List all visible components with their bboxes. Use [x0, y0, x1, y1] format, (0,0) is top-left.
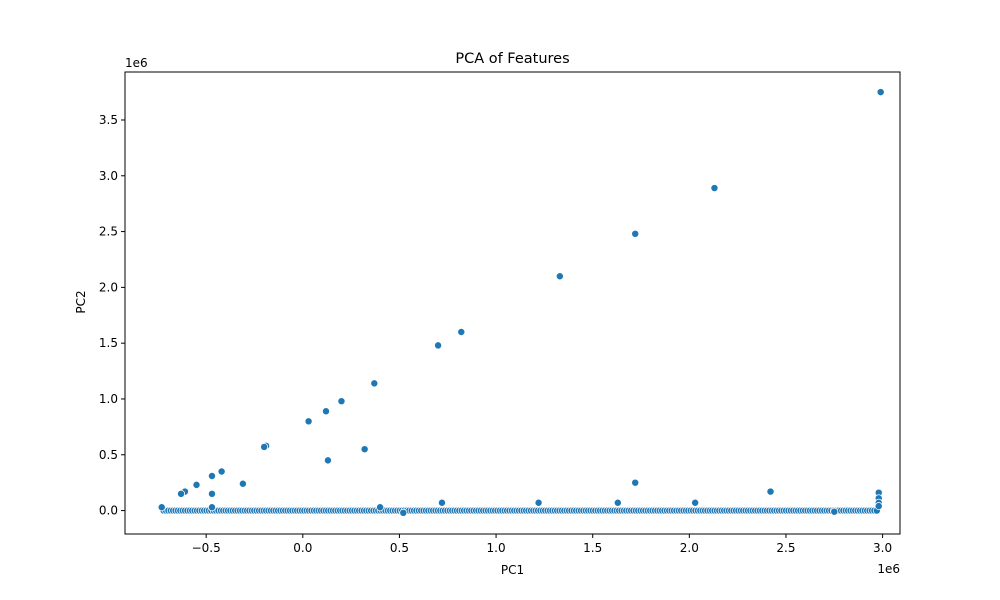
data-point — [766, 487, 775, 496]
x-tick-label: 1.5 — [583, 541, 602, 555]
y-tick-label: 2.5 — [99, 225, 118, 239]
data-point — [434, 341, 443, 350]
data-point — [217, 467, 226, 476]
data-point — [631, 478, 640, 487]
data-point — [322, 407, 330, 416]
data-point — [691, 498, 700, 507]
x-axis-label: PC1 — [501, 563, 524, 577]
data-point — [360, 445, 369, 454]
x-tick-label: 2.5 — [776, 541, 795, 555]
data-point — [874, 502, 883, 511]
plot-area-frame — [124, 71, 901, 535]
x-tick-label: 0.0 — [293, 541, 312, 555]
y-offset-text: 1e6 — [125, 56, 148, 70]
axis-ticks: −0.5 0.0 0.5 1.0 1.5 2.0 2.5 3.0 0.0 0.5 1.0 1.5 2.0… — [99, 113, 892, 555]
chart-title: PCA of Features — [455, 51, 569, 67]
x-offset-text: 1e6 — [877, 562, 900, 576]
data-point — [337, 397, 346, 406]
data-point — [830, 507, 839, 516]
y-tick-label: 2.0 — [99, 280, 118, 294]
data-point — [457, 328, 466, 336]
data-point — [710, 184, 719, 193]
data-point — [555, 272, 564, 281]
y-tick-label: 3.5 — [99, 113, 118, 127]
data-point — [177, 489, 186, 498]
data-point — [207, 471, 216, 480]
data-point — [238, 479, 247, 488]
x-tick-label: 1.0 — [487, 541, 506, 555]
scatter-points — [157, 88, 885, 517]
data-point — [876, 88, 885, 97]
data-point — [631, 229, 640, 238]
y-tick-label: 1.5 — [99, 336, 118, 350]
data-point — [207, 503, 216, 512]
data-point — [370, 379, 379, 388]
y-tick-label: 1.0 — [99, 392, 118, 406]
data-point — [437, 498, 446, 507]
x-tick-label: 3.0 — [873, 541, 892, 555]
data-point — [534, 498, 543, 507]
x-tick-label: 2.0 — [680, 541, 699, 555]
data-point — [304, 417, 313, 426]
data-point — [192, 480, 201, 489]
data-point — [323, 456, 332, 465]
x-tick-label: 0.5 — [390, 541, 409, 555]
data-point — [157, 503, 166, 512]
x-tick-label: −0.5 — [192, 541, 221, 555]
y-tick-label: 3.0 — [99, 169, 118, 183]
data-point — [376, 503, 385, 512]
data-point — [207, 489, 216, 498]
y-axis-label: PC2 — [74, 290, 88, 313]
y-tick-label: 0.0 — [99, 504, 118, 518]
data-point — [613, 498, 622, 507]
y-tick-label: 0.5 — [99, 448, 118, 462]
data-point — [260, 442, 269, 451]
data-point — [399, 508, 408, 517]
